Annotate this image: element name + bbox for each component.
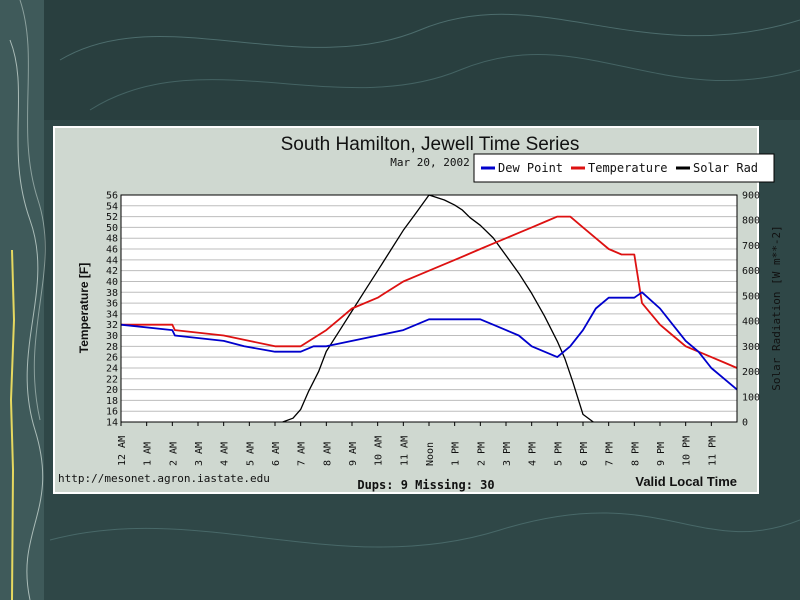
temperature-line (121, 215, 738, 369)
y-tick-label: 20 (106, 385, 118, 396)
legend-label-temperature: Temperature (588, 161, 667, 175)
highlight-line (9, 249, 16, 600)
contour-line (89, 54, 800, 111)
x-tick-label: 5 PM (553, 442, 564, 466)
x-axis-ticks: 12 AM 1 AM 2 AM 3 AM 4 AM 5 AM 6 AM 7 AM 8 AM 9 A… (117, 422, 718, 466)
contour-line (49, 512, 800, 548)
x-tick-label: 1 AM (143, 442, 154, 466)
y2-tick-label: 800 (742, 216, 760, 227)
y-tick-label: 30 (106, 331, 118, 342)
x-tick-label: 12 AM (117, 436, 128, 466)
y-tick-label: 44 (106, 255, 118, 266)
top-shade (0, 0, 800, 120)
x-tick-label: 10 PM (682, 436, 693, 466)
y2-tick-label: 500 (742, 291, 760, 302)
y2-tick-label: 700 (742, 241, 760, 252)
x-tick-label: 9 PM (656, 442, 667, 466)
y2-tick-label: 600 (742, 266, 760, 277)
x-tick-label: 3 AM (194, 442, 205, 466)
x-tick-label: 4 AM (220, 442, 231, 466)
contour-line (59, 13, 800, 61)
y-tick-label: 14 (106, 418, 118, 429)
y-tick-label: 42 (106, 266, 118, 277)
y-tick-label: 36 (106, 299, 118, 310)
y2-tick-label: 400 (742, 317, 760, 328)
x-tick-label: 7 PM (605, 442, 616, 466)
y-tick-label: 26 (106, 353, 118, 364)
y-tick-label: 46 (106, 245, 118, 256)
x-tick-label: 1 PM (451, 442, 462, 466)
plot-area (121, 195, 737, 422)
y-tick-label: 38 (106, 288, 118, 299)
x-tick-label: 3 PM (502, 442, 513, 466)
legend-box (473, 153, 775, 183)
legend: Dew Point Temperature Solar Rad (473, 153, 775, 183)
y2-tick-label: 100 (742, 392, 760, 403)
x-tick-label: Noon (425, 442, 436, 466)
y-tick-label: 16 (106, 407, 118, 418)
gridlines (121, 205, 737, 412)
y2-tick-label: 0 (742, 418, 748, 429)
y2-tick-label: 900 (742, 191, 760, 202)
series-layer (120, 194, 738, 423)
y-tick-label: 24 (106, 363, 118, 374)
x-tick-label: 8 PM (630, 442, 641, 466)
chart-subtitle: Mar 20, 2002 (390, 156, 469, 169)
solar-rad-line (282, 194, 594, 423)
x-tick-label: 4 PM (528, 442, 539, 466)
contour-line (19, 0, 46, 421)
dups-missing-note: Dups: 9 Missing: 30 (357, 478, 494, 492)
x-tick-label: 5 AM (245, 442, 256, 466)
left-strip (0, 0, 44, 600)
y-tick-label: 18 (106, 396, 118, 407)
contour-line (9, 39, 44, 600)
y2-tick-label: 200 (742, 367, 760, 378)
x-tick-label: 9 AM (348, 442, 359, 466)
y-tick-label: 54 (106, 201, 118, 212)
y-tick-label: 32 (106, 320, 118, 331)
y-tick-label: 56 (106, 191, 118, 202)
x-tick-label: 10 AM (374, 436, 385, 466)
x-tick-label: 2 PM (476, 442, 487, 466)
right-axis-ticks: 0 100 200 300 400 500 600 700 800 900 (742, 191, 760, 429)
left-axis-ticks: 1416182022242628303234363840424446485052… (106, 191, 118, 429)
x-tick-label: 7 AM (297, 442, 308, 466)
legend-label-dew-point: Dew Point (498, 161, 563, 175)
x-tick-label: 8 AM (322, 442, 333, 466)
source-url: http://mesonet.agron.iastate.edu (58, 472, 270, 485)
dew-point-line (120, 291, 738, 391)
y2-tick-label: 300 (742, 342, 760, 353)
x-tick-label: 6 PM (579, 442, 590, 466)
y-tick-label: 34 (106, 309, 118, 320)
y-tick-label: 50 (106, 223, 118, 234)
x-tick-label: 6 AM (271, 442, 282, 466)
y-tick-label: 40 (106, 277, 118, 288)
x-tick-label: 11 AM (399, 436, 410, 466)
y2-axis-label: Solar Radiation [W m**-2] (770, 225, 783, 391)
y-tick-label: 48 (106, 234, 118, 245)
legend-label-solar-rad: Solar Rad (693, 161, 758, 175)
y-tick-label: 52 (106, 212, 118, 223)
y-tick-label: 28 (106, 342, 118, 353)
x-axis-label: Valid Local Time (635, 474, 737, 489)
y-tick-label: 22 (106, 374, 118, 385)
x-tick-label: 11 PM (707, 436, 718, 466)
x-tick-label: 2 AM (168, 442, 179, 466)
y-axis-label: Temperature [F] (77, 263, 91, 353)
chart-title: South Hamilton, Jewell Time Series (281, 134, 580, 155)
